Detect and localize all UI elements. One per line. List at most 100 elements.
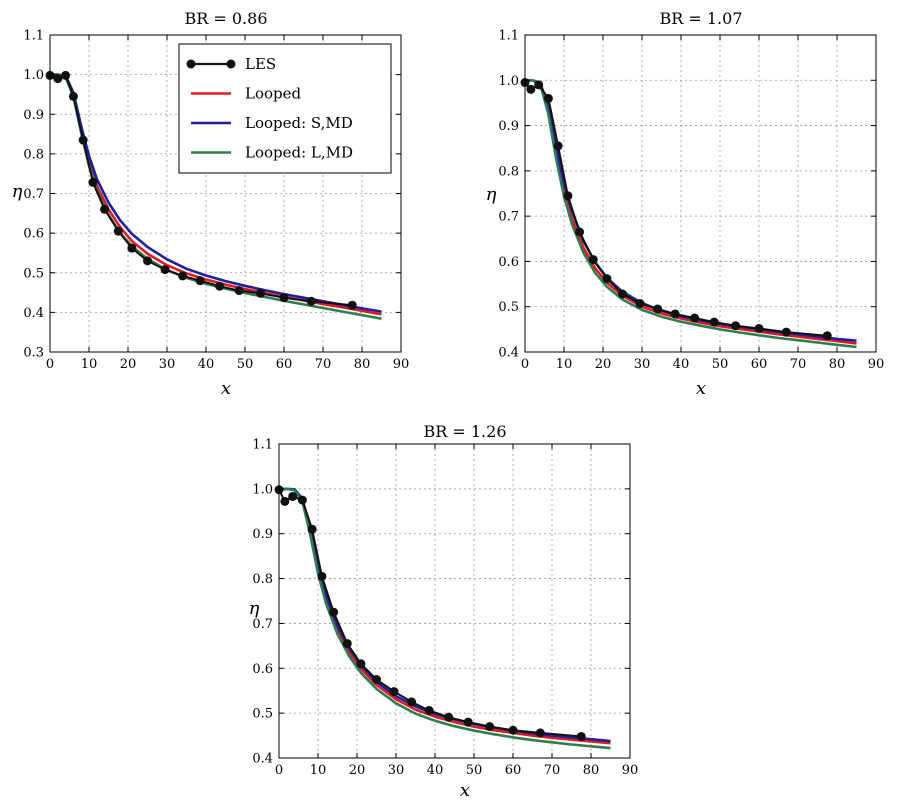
les-data-point [575,227,585,237]
les-data-point [781,327,791,337]
x-tick-label: 60 [751,357,768,372]
y-tick-label: 0.9 [23,108,44,123]
x-tick-label: 30 [634,357,651,372]
les-data-point [127,243,137,253]
x-tick-label: 70 [790,357,807,372]
x-tick-label: 90 [622,763,639,778]
x-tick-label: 10 [556,357,573,372]
les-data-point [280,496,290,506]
x-tick-label: 90 [868,357,885,372]
les-data-point [485,722,495,732]
series-line-les [278,489,582,738]
les-data-point [234,286,244,296]
y-tick-label: 1.1 [23,29,44,44]
y-tick-label: 0.9 [252,527,273,542]
les-data-point [535,728,545,738]
y-tick-label: 0.4 [498,346,519,361]
y-axis-label: η [486,184,497,205]
les-data-point [602,274,612,284]
les-data-point [113,226,123,236]
legend-label: LES [245,55,276,73]
les-data-point [543,93,553,103]
chart-title: BR = 0.86 [184,9,267,28]
x-tick-label: 30 [159,357,176,372]
y-tick-label: 0.5 [498,300,519,315]
chart-title: BR = 1.26 [423,422,506,441]
x-tick-label: 0 [521,357,529,372]
x-tick-label: 40 [198,357,215,372]
x-tick-label: 10 [81,357,98,372]
les-data-point [88,177,98,187]
x-tick-label: 20 [120,357,137,372]
les-data-point [635,299,645,309]
y-tick-label: 1.0 [252,482,273,497]
series-line-looped [279,487,611,745]
x-axis-label: x [221,378,231,399]
les-data-point [670,309,680,319]
x-tick-label: 70 [544,763,561,778]
les-data-point [690,313,700,323]
y-tick-label: 0.6 [23,227,44,242]
panel-br-1.26: BR = 1.26 x η 0 10 20 30 40 50 60 70 80 90 0.4 0.5 0… [249,422,639,801]
y-axis-label: η [249,598,260,619]
x-tick-label: 20 [349,763,366,778]
y-tick-label: 0.7 [252,617,273,632]
y-tick-label: 1.0 [498,74,519,89]
les-data-point [389,687,399,697]
les-data-point [463,717,473,727]
les-data-point [372,675,381,684]
les-data-point [78,135,88,145]
les-data-point [160,265,170,275]
les-data-point [329,607,339,617]
y-tick-label: 1.1 [252,438,273,453]
x-axis-label: x [460,780,470,801]
les-data-point [61,70,71,80]
x-tick-label: 80 [354,357,371,372]
y-tick-label: 1.1 [498,29,519,44]
x-tick-label: 60 [276,357,293,372]
x-tick-label: 30 [388,763,405,778]
series-line-looped-s-md [279,487,611,743]
x-tick-label: 50 [712,357,729,372]
y-tick-label: 0.9 [498,119,519,134]
les-data-point [588,255,598,265]
series-line-looped [525,79,857,345]
y-tick-label: 0.6 [252,662,273,677]
legend-marker [226,59,236,69]
les-data-point [178,271,188,281]
x-tick-label: 70 [315,357,332,372]
y-tick-label: 1.0 [23,68,44,83]
y-tick-label: 0.4 [23,306,44,321]
series-line-looped-s-md [525,79,857,342]
x-tick-label: 40 [673,357,690,372]
les-data-point [100,204,110,214]
les-data-point [563,191,573,201]
les-data-point [215,281,225,291]
y-tick-label: 0.8 [498,164,519,179]
les-data-point [508,725,518,735]
x-tick-label: 90 [393,357,410,372]
series-line-looped-l-md [525,79,857,349]
les-data-point [342,639,352,649]
les-data-point [576,731,586,741]
les-data-point [143,256,152,266]
les-data-point [731,321,741,331]
y-axis-label: η [12,181,23,202]
les-data-point [347,300,357,310]
les-data-point [444,712,454,722]
x-tick-label: 40 [427,763,444,778]
les-data-point [306,296,316,306]
les-data-point [279,293,289,303]
les-data-point [407,697,417,707]
x-tick-label: 80 [829,357,846,372]
panel-br-1.07: BR = 1.07 x η 0 10 20 30 40 50 60 70 80 90 0.4 0.5 0… [486,9,885,399]
les-data-point [709,317,719,327]
y-tick-label: 0.7 [23,187,44,202]
les-data-point [53,74,63,84]
legend-marker [186,59,196,69]
legend-label: Looped: L,MD [245,144,353,162]
legend-label: Looped: S,MD [245,114,353,132]
les-data-point [307,524,317,534]
y-tick-label: 0.8 [23,147,44,162]
plot-frame [278,443,631,759]
